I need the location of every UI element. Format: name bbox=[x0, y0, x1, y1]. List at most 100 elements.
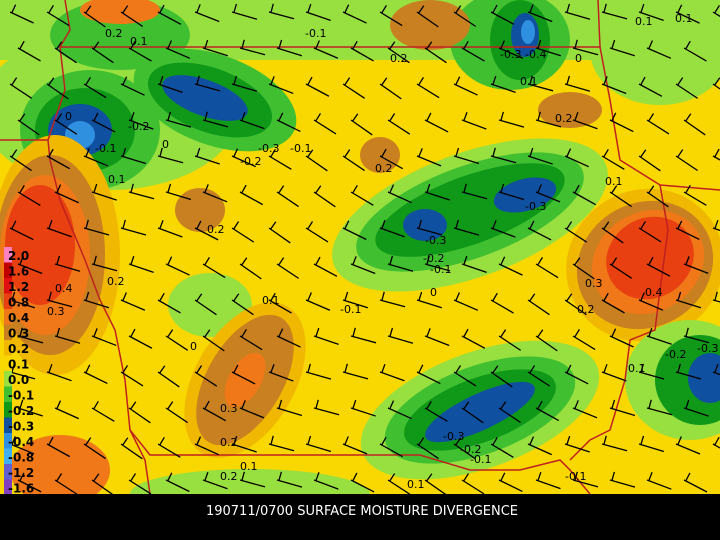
barb-shaft bbox=[91, 479, 114, 496]
barb-flag bbox=[130, 40, 136, 50]
barb-flag bbox=[344, 436, 349, 446]
barb-shaft bbox=[387, 407, 412, 420]
barb-flag bbox=[529, 365, 536, 374]
barb-flag bbox=[85, 219, 89, 229]
barb-flag bbox=[315, 185, 322, 194]
barb-shaft bbox=[646, 263, 671, 277]
barb-flag bbox=[463, 183, 467, 193]
legend-swatch bbox=[4, 324, 12, 340]
barb-flag bbox=[278, 39, 283, 49]
barb-shaft bbox=[601, 83, 627, 95]
barb-shaft bbox=[638, 11, 664, 22]
barb-shaft bbox=[416, 83, 440, 99]
barb-flag bbox=[11, 4, 17, 14]
barb-shaft bbox=[498, 191, 525, 201]
barb-shaft bbox=[268, 371, 294, 382]
barb-flag bbox=[611, 471, 616, 481]
barb-shaft bbox=[54, 119, 78, 135]
barb-shaft bbox=[202, 407, 227, 422]
barb-shaft bbox=[276, 479, 303, 488]
barb-shaft bbox=[128, 263, 154, 273]
contour-label: 0.4 bbox=[645, 286, 663, 299]
barb-flag bbox=[159, 147, 163, 157]
barb-shaft bbox=[313, 191, 336, 208]
contour-label: -0.2 bbox=[128, 120, 149, 133]
barb-shaft bbox=[527, 299, 550, 316]
barb-shaft bbox=[276, 263, 300, 279]
barb-flag bbox=[130, 255, 135, 265]
legend-swatch bbox=[4, 278, 12, 294]
barb-shaft bbox=[120, 11, 144, 27]
barb-flag bbox=[455, 365, 462, 374]
barb-flag bbox=[574, 471, 578, 481]
barb-flag bbox=[233, 3, 238, 13]
barb-shaft bbox=[120, 371, 144, 387]
barb-flag bbox=[307, 221, 314, 230]
barb-shaft bbox=[120, 155, 147, 165]
contour-label: 0.1 bbox=[407, 478, 425, 491]
barb-flag bbox=[241, 184, 247, 194]
barb-shaft bbox=[9, 299, 36, 309]
barb-flag bbox=[315, 472, 320, 481]
contour-label: 0.1 bbox=[635, 15, 653, 28]
barb-flag bbox=[685, 399, 690, 409]
barb-flag bbox=[492, 75, 497, 85]
barb-shaft bbox=[202, 119, 229, 128]
barb-flag bbox=[204, 471, 209, 481]
barb-flag bbox=[500, 329, 507, 338]
barb-shaft bbox=[453, 443, 476, 460]
barb-shaft bbox=[350, 119, 373, 136]
barb-flag bbox=[611, 185, 618, 194]
barb-flag bbox=[270, 435, 274, 445]
barb-shaft bbox=[527, 443, 553, 456]
legend-swatch bbox=[4, 293, 12, 309]
barb-shaft bbox=[424, 263, 451, 272]
contour-label: 0 bbox=[575, 52, 582, 65]
barb-flag bbox=[492, 147, 496, 157]
legend-label: -1.6 bbox=[8, 482, 34, 496]
barb-flag bbox=[167, 401, 174, 410]
barb-flag bbox=[389, 184, 395, 194]
barb-flag bbox=[381, 77, 388, 86]
contour-label: -0.4 bbox=[525, 48, 546, 61]
contour-label: 0.2 bbox=[207, 223, 225, 236]
barb-flag bbox=[122, 219, 126, 229]
barb-flag bbox=[492, 292, 498, 302]
barb-flag bbox=[714, 291, 718, 301]
contour-label: 0.2 bbox=[555, 112, 573, 125]
contour-label: -0.3 bbox=[500, 48, 521, 61]
barb-shaft bbox=[268, 83, 294, 95]
barb-shaft bbox=[157, 155, 184, 164]
barb-shaft bbox=[646, 191, 669, 208]
legend-label: -0.2 bbox=[8, 404, 34, 418]
barb-flag bbox=[204, 184, 209, 194]
barb-shaft bbox=[461, 119, 487, 130]
barb-flag bbox=[677, 4, 683, 14]
barb-flag bbox=[307, 3, 312, 13]
barb-flag bbox=[307, 76, 313, 86]
barb-flag bbox=[529, 220, 535, 230]
barb-flag bbox=[426, 400, 432, 410]
barb-flag bbox=[537, 184, 542, 194]
barb-flag bbox=[19, 399, 24, 409]
barb-shaft bbox=[305, 83, 330, 97]
barb-flag bbox=[640, 76, 646, 86]
barb-flag bbox=[685, 256, 690, 265]
barb-flag bbox=[566, 435, 571, 445]
barb-flag bbox=[352, 256, 357, 265]
barb-flag bbox=[714, 148, 720, 158]
barb-flag bbox=[352, 472, 358, 482]
legend-swatch bbox=[4, 448, 12, 464]
barb-flag bbox=[167, 472, 173, 482]
barb-shaft bbox=[712, 299, 720, 303]
barb-shaft bbox=[17, 407, 43, 417]
barb-flag bbox=[648, 399, 652, 409]
contour-labels: 0.20.1-0.10.2 -0.3 -0.40.1 0.100.10.20-0.2-… bbox=[47, 12, 718, 491]
barb-shaft bbox=[387, 47, 410, 64]
barb-shaft bbox=[120, 83, 145, 96]
barb-shaft bbox=[675, 83, 699, 99]
barb-flag bbox=[677, 149, 684, 158]
barb-shaft bbox=[564, 371, 589, 385]
legend-label: 0.2 bbox=[8, 342, 29, 356]
legend-swatch bbox=[4, 464, 12, 480]
